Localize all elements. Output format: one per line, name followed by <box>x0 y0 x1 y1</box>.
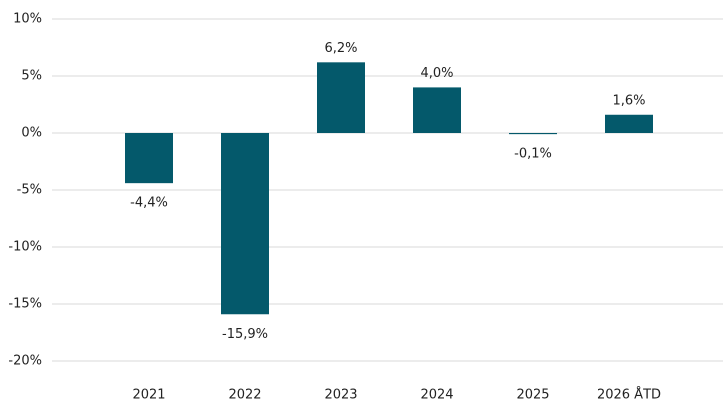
bar <box>221 133 269 315</box>
x-tick-label: 2026 ÅTD <box>597 387 661 403</box>
bar <box>317 62 365 133</box>
y-tick-label: -15% <box>8 297 42 312</box>
y-tick-label: -5% <box>17 183 42 198</box>
data-label: -4,4% <box>130 196 168 211</box>
data-label: 1,6% <box>612 93 645 108</box>
bar <box>125 133 173 184</box>
data-label: -15,9% <box>222 327 268 342</box>
x-tick-label: 2023 <box>324 388 357 403</box>
y-tick-label: -20% <box>8 354 42 369</box>
y-tick-label: 0% <box>21 126 42 141</box>
data-label: 4,0% <box>420 66 453 81</box>
bar <box>509 133 557 135</box>
y-tick-label: 10% <box>13 12 42 27</box>
y-tick-label: -10% <box>8 240 42 255</box>
x-tick-label: 2025 <box>516 388 549 403</box>
y-tick-label: 5% <box>21 69 42 84</box>
x-tick-label: 2024 <box>420 388 453 403</box>
x-tick-label: 2022 <box>228 388 261 403</box>
bar <box>413 87 461 133</box>
data-label: 6,2% <box>324 41 357 56</box>
bar <box>605 114 653 133</box>
x-tick-label: 2021 <box>132 388 165 403</box>
data-label: -0,1% <box>514 147 552 162</box>
